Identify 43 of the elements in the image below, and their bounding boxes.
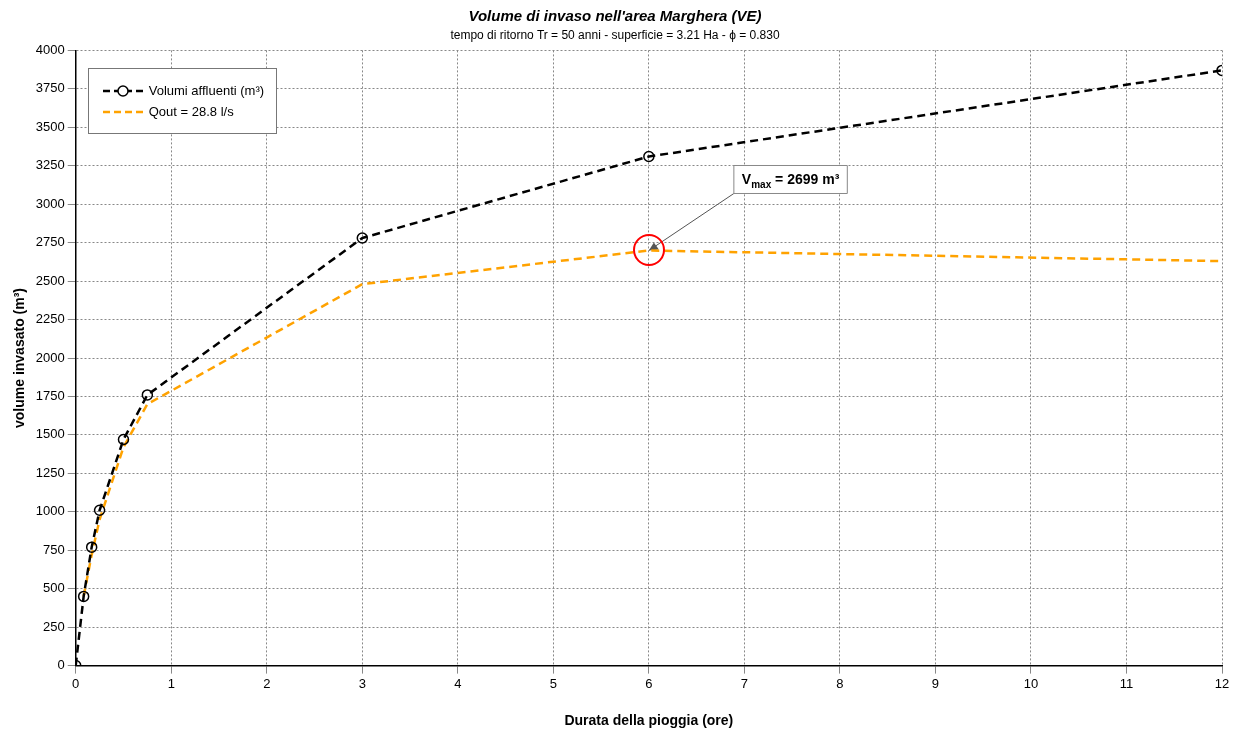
y-tick-label: 2250: [35, 311, 65, 327]
y-tick-label: 0: [57, 657, 65, 673]
x-tick-label: 8: [836, 675, 844, 691]
y-tick-label: 1750: [35, 388, 65, 404]
y-axis-title: volume invasato (m³): [11, 287, 28, 429]
y-tick-label: 4000: [35, 41, 65, 57]
x-tick-label: 10: [1023, 675, 1039, 691]
chart-title: Volume di invaso nell'area Marghera (VE): [468, 7, 762, 25]
y-tick-label: 250: [43, 618, 65, 634]
y-tick-label: 2750: [35, 234, 65, 250]
y-tick-label: 3250: [35, 157, 65, 173]
x-tick-label: 12: [1214, 675, 1230, 691]
point: [141, 389, 154, 401]
y-tick-label: 2500: [35, 272, 65, 288]
point: [93, 504, 106, 517]
point: [643, 150, 655, 163]
y-tick-label: 3750: [35, 80, 65, 96]
y-tick-label: 3000: [35, 195, 65, 211]
y-tick-label: 1000: [35, 503, 65, 519]
x-tick-label: 7: [740, 675, 748, 691]
point: [77, 590, 90, 603]
point: [356, 232, 369, 244]
x-tick-label: 0: [72, 675, 80, 691]
chart-subtitle: tempo di ritorno Tr = 50 anni - superficie = 3.21 Ha - ϕ = 0.830: [450, 27, 780, 42]
y-tick-label: 750: [43, 541, 65, 557]
x-tick-label: 6: [645, 675, 653, 691]
y-tick-label: 1250: [35, 464, 65, 480]
y-tick-label: 2000: [35, 349, 65, 365]
y-tick-label: 500: [43, 580, 65, 596]
point: [85, 541, 98, 553]
x-tick-label: 2: [263, 675, 271, 691]
point: [117, 433, 130, 446]
x-tick-label: 5: [549, 675, 557, 691]
legend-label: Volumi affluenti (m³): [148, 83, 265, 99]
x-tick-label: 1: [167, 675, 175, 691]
y-tick-label: 3500: [35, 118, 65, 134]
x-tick-label: 3: [358, 675, 366, 691]
x-tick-label: 11: [1119, 675, 1134, 691]
y-tick-label: 1500: [35, 426, 65, 442]
legend-label: Qout = 28.8 l/s: [148, 104, 234, 120]
x-axis-title: Durata della pioggia (ore): [564, 712, 734, 729]
x-tick-label: 4: [454, 675, 462, 691]
x-tick-label: 9: [931, 675, 940, 691]
